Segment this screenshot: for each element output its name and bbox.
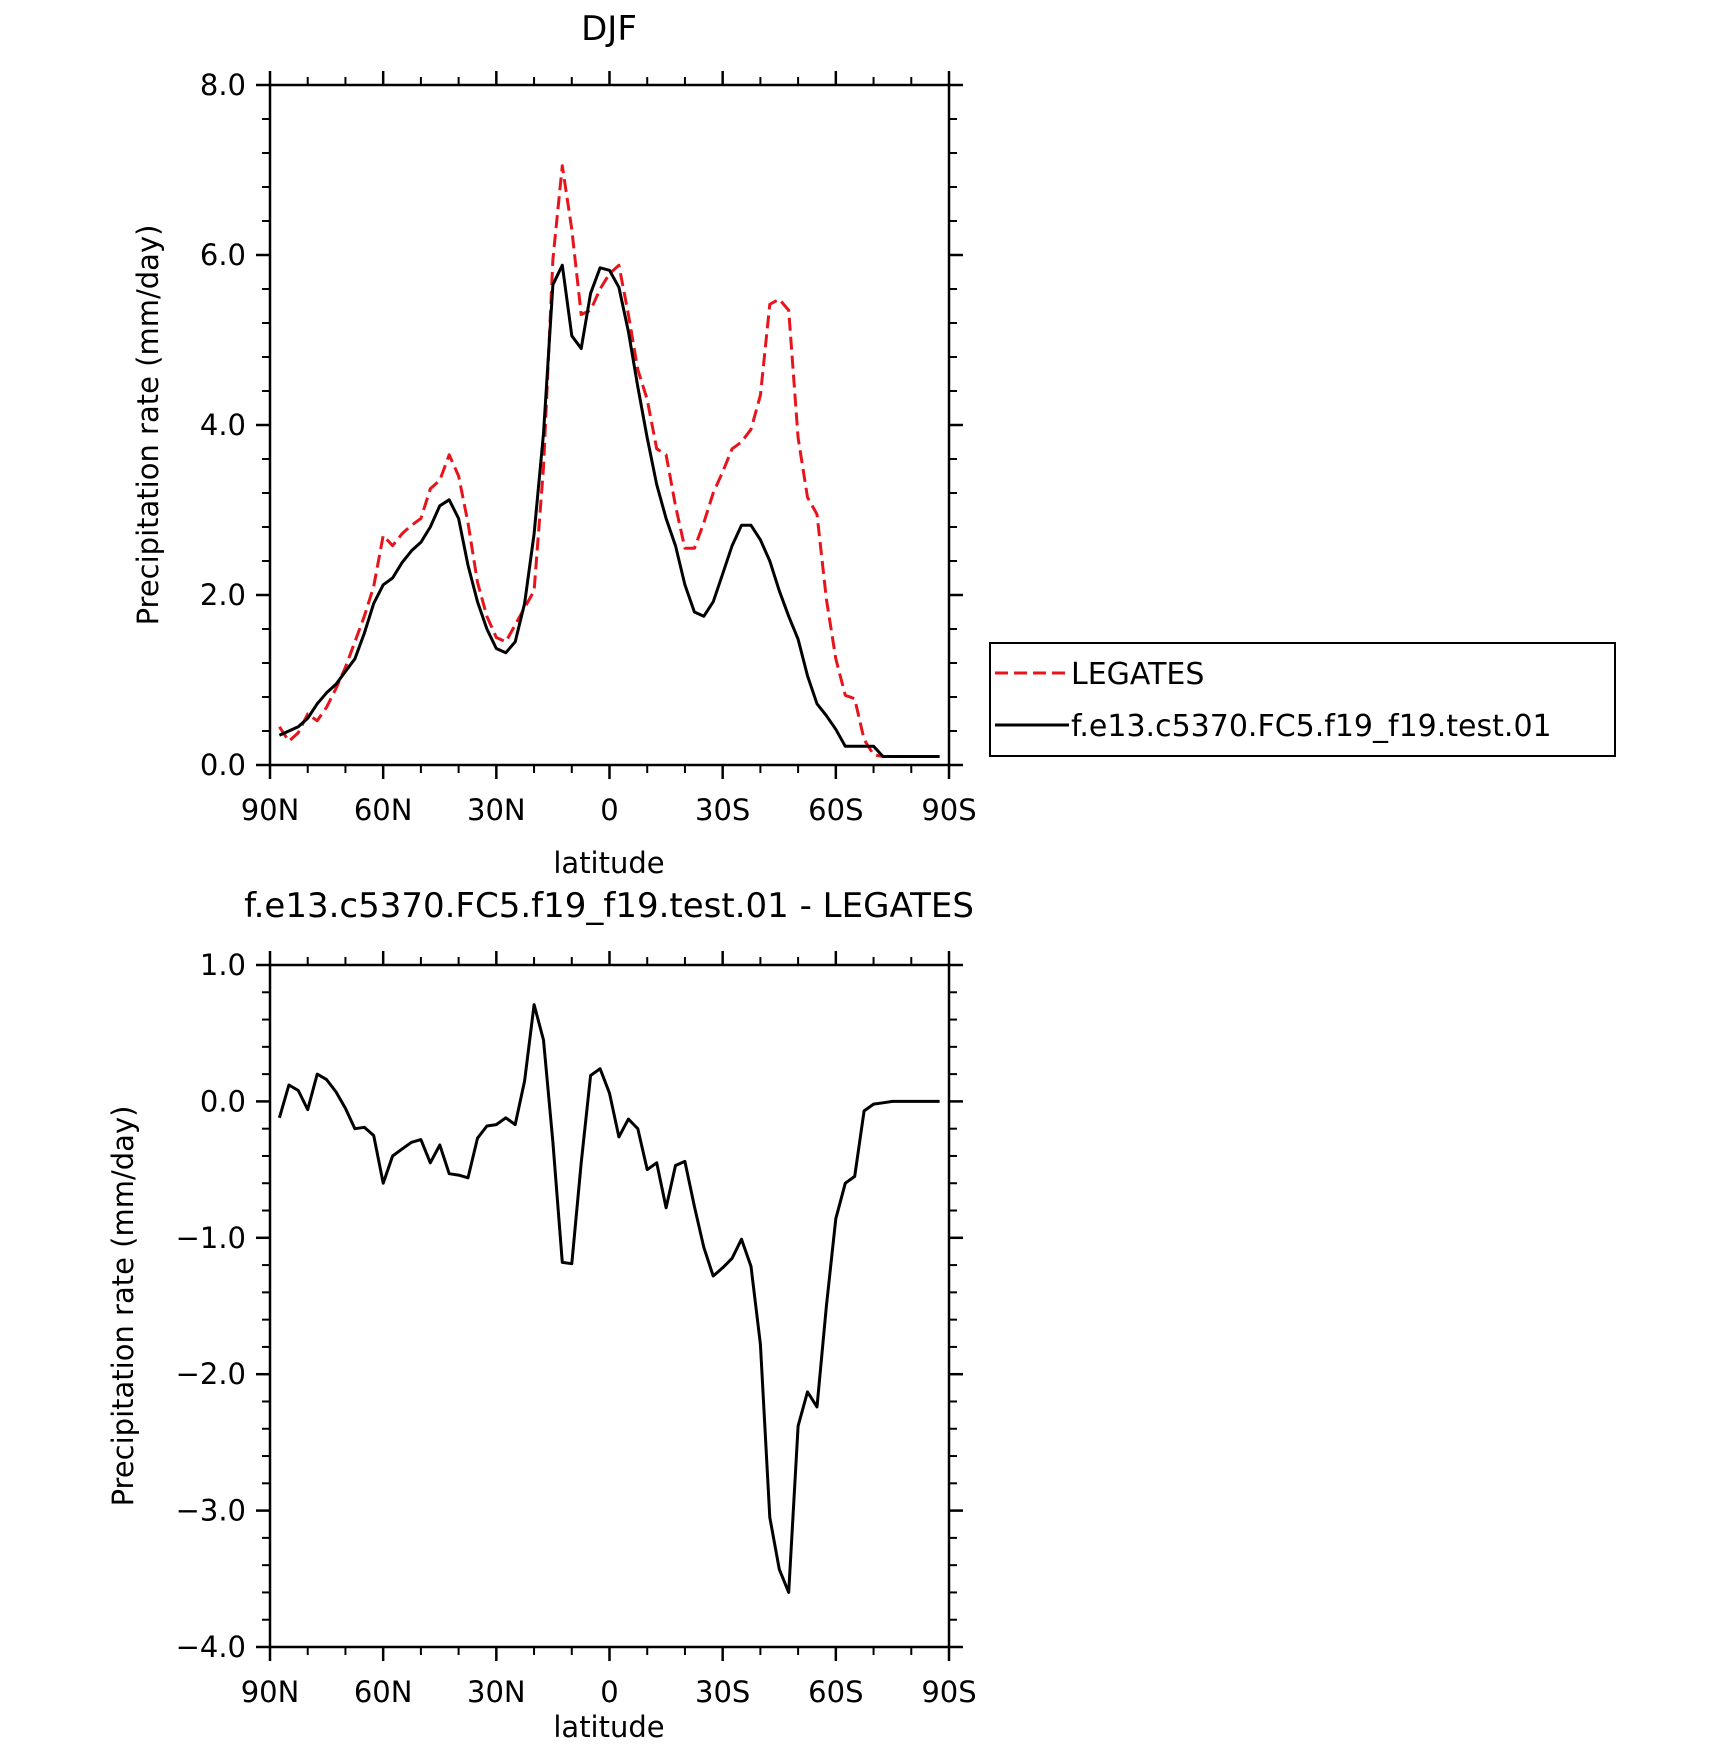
precip-difference-panel: f.e13.c5370.FC5.f19_f19.test.01 - LEGATE…: [106, 886, 977, 1744]
bottom-plot-frame: [268, 963, 951, 1649]
x-tick-label: 90S: [921, 793, 976, 827]
legend-label-model: f.e13.c5370.FC5.f19_f19.test.01: [1071, 709, 1552, 744]
y-tick-label: 8.0: [200, 68, 246, 102]
top-y-axis-title: Precipitation rate (mm/day): [131, 225, 165, 626]
bottom-chart-title: f.e13.c5370.FC5.f19_f19.test.01 - LEGATE…: [244, 886, 974, 926]
x-tick-label: 90S: [921, 1675, 976, 1709]
y-tick-label: 0.0: [200, 748, 246, 782]
top-x-axis-ticks: 90N 60N 30N 0 30S 60S 90S: [241, 71, 977, 827]
bottom-series-line-0: [277, 1003, 940, 1594]
bottom-x-axis-ticks: 90N 60N 30N 0 30S 60S 90S: [241, 951, 977, 1709]
x-tick-label: 0: [600, 1675, 618, 1709]
x-tick-label: 90N: [241, 1675, 300, 1709]
precip-zonal-mean-panel: DJF 0.02.04.06.08.0 90N 60N 30N 0 30S 60S 90S …: [131, 9, 1616, 880]
top-series-line-0: [278, 164, 940, 758]
y-tick-label: −4.0: [176, 1630, 246, 1664]
bottom-plot-area: [277, 1003, 940, 1594]
x-tick-label: 30N: [467, 793, 526, 827]
x-tick-label: 60N: [354, 1675, 413, 1709]
x-tick-label: 60N: [354, 793, 413, 827]
x-tick-label: 90N: [241, 793, 300, 827]
legend: LEGATES f.e13.c5370.FC5.f19_f19.test.01: [989, 642, 1616, 757]
x-tick-label: 30S: [695, 793, 750, 827]
x-tick-label: 60S: [808, 1675, 863, 1709]
x-tick-label: 30S: [695, 1675, 750, 1709]
top-y-axis-ticks: 0.0 2.0 4.0 6.0 8.0: [200, 68, 963, 782]
y-tick-label: −1.0: [176, 1221, 246, 1255]
y-tick-label: −3.0: [176, 1494, 246, 1528]
legend-box: [989, 642, 1616, 757]
y-tick-label: 2.0: [200, 578, 246, 612]
legend-label-legates: LEGATES: [1071, 657, 1204, 692]
y-tick-label: 4.0: [200, 408, 246, 442]
bottom-x-axis-title: latitude: [553, 1710, 664, 1744]
bottom-y-axis-ticks: 1.0 0.0 −1.0 −2.0 −3.0 −4.0: [176, 948, 963, 1664]
y-tick-label: −2.0: [176, 1357, 246, 1391]
bottom-y-axis-title: Precipitation rate (mm/day): [106, 1106, 140, 1507]
y-tick-label: 0.0: [200, 1084, 246, 1118]
x-tick-label: 30N: [467, 1675, 526, 1709]
x-tick-label: 0: [600, 793, 618, 827]
y-tick-label: 1.0: [200, 948, 246, 982]
x-tick-label: 60S: [808, 793, 863, 827]
top-series-line-1: [278, 263, 940, 758]
top-x-axis-title: latitude: [553, 846, 664, 880]
top-chart-title: DJF: [581, 9, 637, 49]
top-plot-area: [278, 164, 940, 758]
y-tick-label: 6.0: [200, 238, 246, 272]
top-plot-frame: [268, 83, 951, 767]
